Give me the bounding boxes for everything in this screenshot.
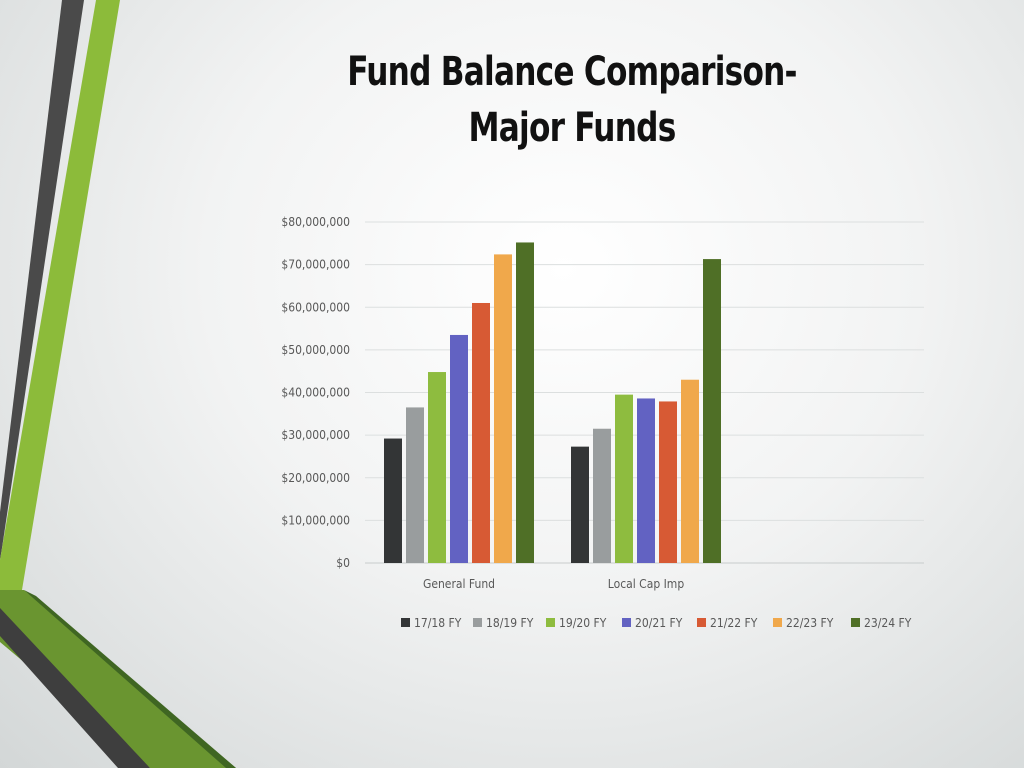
bar [571,446,589,563]
bar [703,259,721,563]
bar [615,394,633,563]
legend-swatch [473,618,482,627]
bar [450,334,468,563]
legend-swatch [773,618,782,627]
y-tick-label: $10,000,000 [281,513,350,527]
x-axis-category-labels: General Fund Local Cap Imp [423,577,684,591]
y-tick-label: $0 [336,556,350,570]
y-tick-label: $80,000,000 [281,215,350,229]
stripe-dark-gray [0,0,84,560]
legend-label: 18/19 FY [486,616,534,630]
bar [593,428,611,563]
bar [384,438,402,563]
legend-label: 17/18 FY [414,616,462,630]
y-tick-label: $40,000,000 [281,386,350,400]
stripe-light-green [0,0,120,590]
legend-label: 19/20 FY [559,616,607,630]
bar [406,407,424,563]
y-tick-label: $60,000,000 [281,300,350,314]
legend-swatch [622,618,631,627]
y-axis-tick-labels: $0 $10,000,000 $20,000,000 $30,000,000 $40,0… [281,215,350,570]
y-tick-label: $30,000,000 [281,428,350,442]
legend-swatch [697,618,706,627]
stripe-bottom-dark-gray [0,608,150,768]
legend-swatch [401,618,410,627]
slide-title: Fund Balance Comparison- Major Funds [282,44,862,156]
y-tick-label: $50,000,000 [281,343,350,357]
y-tick-label: $70,000,000 [281,258,350,272]
legend-label: 22/23 FY [786,616,834,630]
y-tick-label: $20,000,000 [281,471,350,485]
legend-label: 21/22 FY [710,616,758,630]
bar [428,372,446,563]
legend-label: 23/24 FY [864,616,912,630]
legend-swatch [851,618,860,627]
x-category-label: Local Cap Imp [608,577,685,591]
stripe-bottom-dark-green [24,590,236,768]
legend-label: 20/21 FY [635,616,683,630]
bar [516,242,534,563]
legend: 17/18 FY 18/19 FY 19/20 FY 20/21 FY 21/22 FY… [401,616,912,630]
bar [472,302,490,563]
bar [637,398,655,563]
x-category-label: General Fund [423,577,495,591]
bar [659,401,677,563]
slide-title-line-1: Fund Balance Comparison- [347,49,797,95]
bars [384,242,721,563]
legend-swatch [546,618,555,627]
bar [494,254,512,563]
bar [681,379,699,563]
slide-title-line-2: Major Funds [468,105,677,151]
